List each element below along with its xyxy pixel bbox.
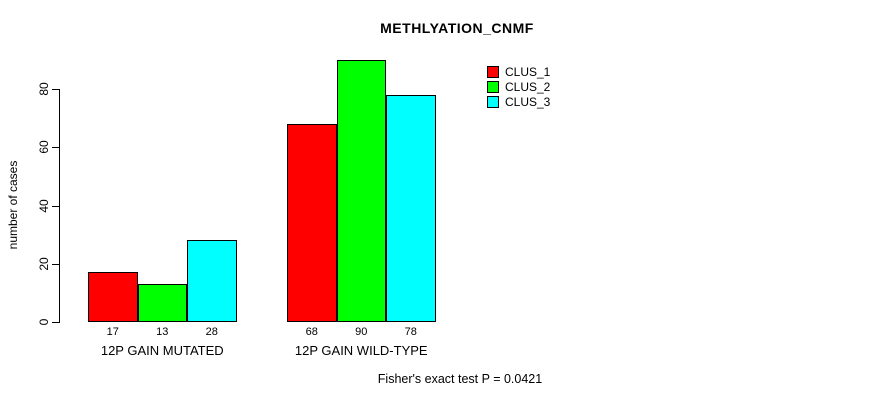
y-axis-title-text: number of cases xyxy=(6,160,20,250)
y-axis-tick xyxy=(52,147,59,149)
legend-label: CLUS_2 xyxy=(505,79,551,94)
bar-clus_1-2 xyxy=(287,123,337,322)
chart-title: METHLYATION_CNMF xyxy=(380,20,534,36)
y-axis-tick xyxy=(52,89,59,90)
y-axis-tick-label: 0 xyxy=(37,318,51,326)
bar-clus_2-2 xyxy=(336,59,386,322)
legend-swatch xyxy=(487,95,499,108)
bar-clus_1-1 xyxy=(88,272,138,322)
bar-value-label: 17 xyxy=(106,326,119,338)
legend-label: CLUS_1 xyxy=(505,64,551,79)
legend-label: CLUS_3 xyxy=(505,94,551,109)
bar-value-label: 90 xyxy=(355,326,368,338)
bar-clus_3-1 xyxy=(187,240,237,322)
bar-clus_3-2 xyxy=(386,94,436,322)
bar-value-label: 78 xyxy=(404,326,417,338)
category-label: 12P GAIN MUTATED xyxy=(100,343,224,358)
bar-value-label: 28 xyxy=(205,326,218,338)
y-axis-tick-label: 60 xyxy=(37,140,51,154)
y-axis-line xyxy=(59,89,60,323)
y-axis-tick xyxy=(52,322,59,323)
bar-value-label: 13 xyxy=(156,326,169,338)
bar-clus_2-1 xyxy=(137,284,187,322)
legend: CLUS_1 CLUS_2 CLUS_3 xyxy=(487,64,550,109)
y-axis-tick-label: 20 xyxy=(37,257,51,271)
legend-row-clus_2: CLUS_2 xyxy=(487,79,550,94)
annotation-text: Fisher's exact test P = 0.0421 xyxy=(377,372,543,386)
legend-swatch xyxy=(487,65,499,78)
bar-value-label: 68 xyxy=(305,326,318,338)
y-axis-tick xyxy=(52,263,59,265)
y-axis-tick-label: 80 xyxy=(37,82,51,96)
legend-row-clus_1: CLUS_1 xyxy=(487,64,550,79)
legend-swatch xyxy=(487,80,499,93)
y-axis-tick-label: 40 xyxy=(37,198,51,213)
category-label: 12P GAIN WILD-TYPE xyxy=(294,343,428,358)
y-axis-tick xyxy=(52,205,59,207)
legend-row-clus_3: CLUS_3 xyxy=(487,94,550,109)
